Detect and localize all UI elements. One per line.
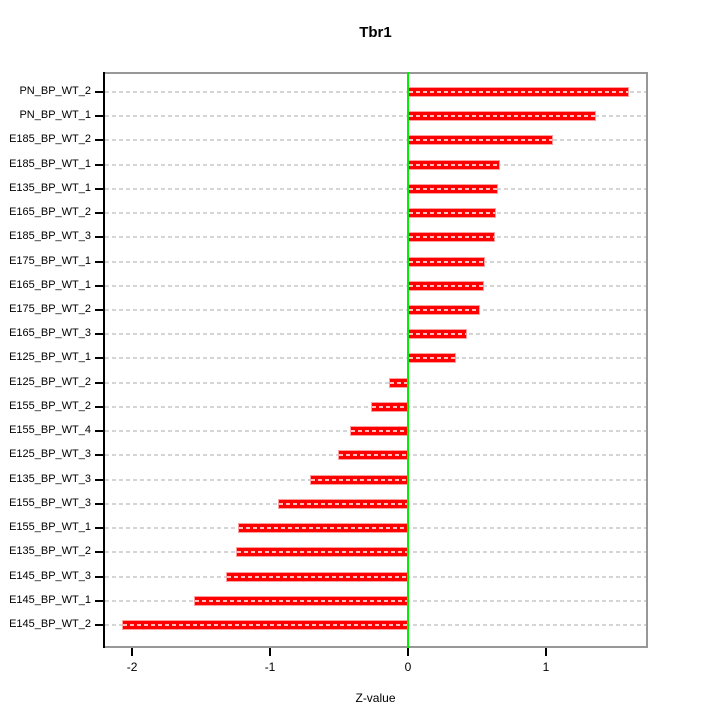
gridline xyxy=(105,115,646,118)
x-axis-tick xyxy=(544,648,547,656)
gridline xyxy=(105,284,646,287)
y-axis-label: E165_BP_WT_3 xyxy=(9,327,91,340)
bar-hatch-pattern xyxy=(351,430,407,433)
gridline xyxy=(105,309,646,312)
y-axis-label: E135_BP_WT_2 xyxy=(9,545,91,558)
y-axis-label: E155_BP_WT_1 xyxy=(9,521,91,534)
y-axis-label: E155_BP_WT_3 xyxy=(9,496,91,509)
y-axis-tick xyxy=(95,623,103,626)
y-axis-tick xyxy=(95,163,103,166)
y-axis-tick xyxy=(95,91,103,93)
y-axis-label: E175_BP_WT_2 xyxy=(9,303,91,316)
y-axis-label: E185_BP_WT_3 xyxy=(9,230,91,243)
y-axis-label: E135_BP_WT_3 xyxy=(9,472,91,485)
bar-hatch-pattern xyxy=(408,187,497,190)
y-axis-tick xyxy=(95,139,103,142)
bar-hatch-pattern xyxy=(338,454,407,457)
gridline xyxy=(105,260,646,263)
bar-hatch-pattern xyxy=(371,405,407,408)
gridline xyxy=(105,381,646,384)
x-axis-tick xyxy=(269,648,272,656)
gridline xyxy=(105,163,646,166)
bar-hatch-pattern xyxy=(408,139,552,142)
bar-hatch-pattern xyxy=(408,357,456,360)
y-axis-label: E145_BP_WT_2 xyxy=(9,617,91,630)
gridline xyxy=(105,236,646,239)
x-axis-tick xyxy=(406,648,409,656)
y-axis-tick xyxy=(95,502,103,505)
y-axis-tick xyxy=(95,260,103,263)
y-axis-tick xyxy=(95,212,103,215)
bar-hatch-pattern xyxy=(408,260,485,263)
y-axis-tick xyxy=(95,551,103,554)
chart-title: Tbr1 xyxy=(359,24,392,41)
y-axis-label: E185_BP_WT_2 xyxy=(9,133,91,146)
y-axis-tick xyxy=(95,187,103,190)
y-axis-tick xyxy=(95,381,103,384)
bar-hatch-pattern xyxy=(408,163,500,166)
gridline xyxy=(105,91,646,93)
y-axis-label: PN_BP_WT_1 xyxy=(19,109,91,122)
gridline xyxy=(105,212,646,215)
bar-hatch-pattern xyxy=(408,284,483,287)
y-axis-tick xyxy=(95,430,103,433)
y-axis-tick xyxy=(95,575,103,578)
gridline xyxy=(105,187,646,190)
y-axis-tick xyxy=(95,527,103,530)
bar-hatch-pattern xyxy=(226,575,407,578)
bar-hatch-pattern xyxy=(236,551,407,554)
y-axis-label: E135_BP_WT_1 xyxy=(9,181,91,194)
bar-hatch-pattern xyxy=(408,91,628,93)
y-axis-tick xyxy=(95,236,103,239)
y-axis-label: E175_BP_WT_1 xyxy=(9,254,91,267)
y-axis-label: PN_BP_WT_2 xyxy=(19,85,91,97)
bar-hatch-pattern xyxy=(408,333,467,336)
y-axis-label: E125_BP_WT_1 xyxy=(9,351,91,364)
y-axis-tick xyxy=(95,405,103,408)
plot-border xyxy=(103,72,648,648)
y-axis-label: E165_BP_WT_1 xyxy=(9,278,91,291)
bar-hatch-pattern xyxy=(123,623,407,626)
y-axis-tick xyxy=(95,478,103,481)
y-axis-label: E145_BP_WT_1 xyxy=(9,593,91,606)
y-axis-label: E125_BP_WT_2 xyxy=(9,375,91,388)
bar-hatch-pattern xyxy=(389,381,407,384)
bar-hatch-pattern xyxy=(408,115,595,118)
y-axis-tick xyxy=(95,333,103,336)
y-axis-tick xyxy=(95,115,103,118)
gridline xyxy=(105,333,646,336)
bar-hatch-pattern xyxy=(408,309,479,312)
x-axis-title: Z-value xyxy=(355,691,396,705)
bar-hatch-pattern xyxy=(195,599,407,602)
y-axis-label: E145_BP_WT_3 xyxy=(9,569,91,582)
y-axis-label: E155_BP_WT_4 xyxy=(9,424,91,437)
y-axis-label: E165_BP_WT_2 xyxy=(9,206,91,219)
zero-reference-line xyxy=(406,72,409,648)
bar-hatch-pattern xyxy=(408,212,496,215)
y-axis-label: E125_BP_WT_3 xyxy=(9,448,91,461)
y-axis-tick xyxy=(95,599,103,602)
y-axis-tick xyxy=(95,357,103,360)
bar-hatch-pattern xyxy=(239,527,407,530)
gridline xyxy=(105,139,646,142)
x-axis-tick-label: -1 xyxy=(264,660,276,674)
y-axis-tick xyxy=(95,284,103,287)
gridline xyxy=(105,357,646,360)
y-axis-line xyxy=(103,72,105,648)
y-axis-label: E155_BP_WT_2 xyxy=(9,399,91,412)
y-axis-label: E185_BP_WT_1 xyxy=(9,157,91,170)
x-axis-tick xyxy=(131,648,134,656)
bar-hatch-pattern xyxy=(408,236,494,239)
bar-hatch-pattern xyxy=(279,502,407,505)
x-axis-tick-label: 1 xyxy=(542,660,550,674)
x-axis-tick-label: 0 xyxy=(404,660,412,674)
bar-hatch-pattern xyxy=(311,478,407,481)
y-axis-tick xyxy=(95,454,103,457)
y-axis-tick xyxy=(95,309,103,312)
x-axis-tick-label: -2 xyxy=(126,660,138,674)
